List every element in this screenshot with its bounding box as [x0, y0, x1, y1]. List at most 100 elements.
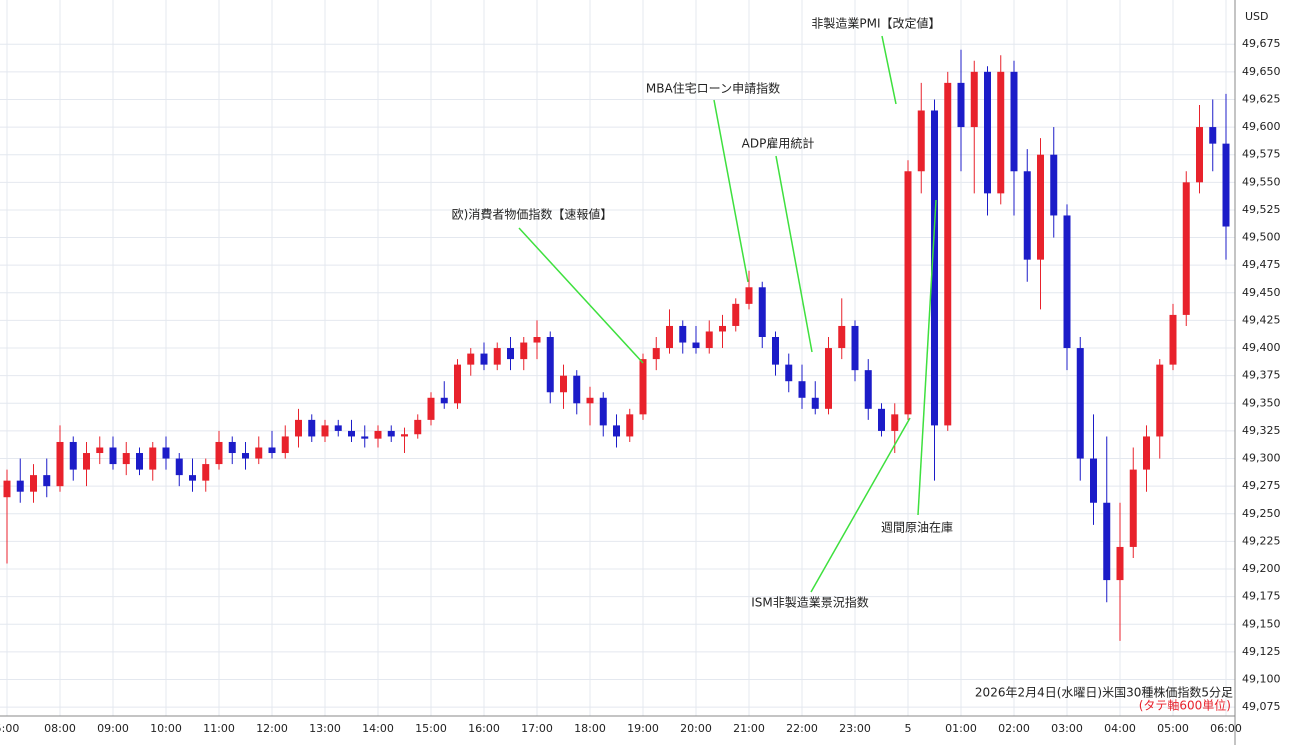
- candle-body: [639, 359, 647, 415]
- candle-body: [944, 82, 952, 426]
- candle-body: [586, 397, 594, 404]
- candle-body: [1209, 127, 1217, 144]
- candle-body: [1182, 182, 1190, 315]
- candle-body: [573, 375, 581, 404]
- candle-body: [96, 447, 104, 454]
- y-tick-label: 49,300: [1242, 452, 1281, 465]
- candle-body: [957, 82, 965, 128]
- annotation-line: [881, 35, 897, 105]
- candle-body: [374, 430, 382, 439]
- candle-body: [1023, 171, 1031, 260]
- candle-body: [1196, 127, 1203, 183]
- y-tick-label: 49,250: [1242, 507, 1281, 520]
- y-tick-label: 49,175: [1242, 590, 1281, 603]
- currency-label: USD: [1245, 10, 1269, 23]
- y-tick-label: 49,375: [1242, 369, 1281, 382]
- candle-body: [228, 441, 236, 454]
- candle-body: [825, 348, 832, 409]
- candle-body: [864, 370, 872, 409]
- y-tick-label: 49,575: [1242, 148, 1281, 161]
- candle-body: [189, 475, 196, 481]
- x-tick-label: 01:00: [945, 722, 977, 735]
- candle-body: [507, 348, 514, 360]
- y-tick-label: 49,625: [1242, 92, 1281, 105]
- candle-body: [334, 425, 342, 431]
- candle-body: [308, 419, 316, 437]
- x-tick-label: 03:00: [1051, 722, 1083, 735]
- candle-body: [175, 458, 183, 476]
- y-tick-label: 49,500: [1242, 231, 1281, 244]
- candle-body: [281, 436, 289, 454]
- candle-body: [904, 171, 912, 415]
- candle-body: [56, 441, 64, 487]
- annotation-line: [917, 199, 937, 516]
- candle-body: [295, 419, 302, 437]
- x-tick-label: 02:00: [998, 722, 1030, 735]
- y-tick-label: 49,475: [1242, 258, 1281, 271]
- candle-body: [361, 436, 369, 439]
- candle-body: [520, 342, 528, 360]
- candle-body: [493, 348, 501, 365]
- candle-body: [480, 353, 488, 365]
- candle-body: [1156, 364, 1164, 437]
- annotation: ADP雇用統計: [742, 136, 815, 151]
- x-tick-label: 05:00: [1157, 722, 1189, 735]
- x-tick-label: 04:00: [1104, 722, 1136, 735]
- candle-body: [533, 337, 541, 343]
- candle-body: [705, 331, 713, 349]
- y-tick-label: 49,075: [1242, 700, 1281, 713]
- x-tick-label: 15:00: [415, 722, 447, 735]
- x-tick-label: 14:00: [362, 722, 394, 735]
- candle-body: [242, 453, 249, 459]
- candle-body: [202, 464, 210, 481]
- y-tick-label: 49,650: [1242, 65, 1281, 78]
- candle-body: [931, 110, 938, 426]
- candle-body: [1129, 469, 1137, 547]
- y-tick-label: 49,525: [1242, 203, 1281, 216]
- candle-body: [149, 447, 157, 470]
- candle-body: [560, 375, 567, 393]
- candle-body: [1116, 546, 1124, 581]
- x-tick-label: 11:00: [203, 722, 235, 735]
- annotation: 非製造業PMI【改定値】: [811, 16, 940, 31]
- candle-body: [30, 475, 37, 492]
- y-tick-label: 49,125: [1242, 645, 1281, 658]
- annotation: MBA住宅ローン申請指数: [646, 81, 780, 96]
- x-tick-label: 10:00: [150, 722, 182, 735]
- y-tick-label: 49,350: [1242, 396, 1281, 409]
- candle-body: [652, 348, 660, 360]
- candle-body: [838, 325, 846, 349]
- candle-body: [268, 447, 276, 454]
- x-tick-label: 19:00: [627, 722, 659, 735]
- candle-body: [758, 287, 766, 338]
- candle-body: [1063, 215, 1071, 349]
- y-tick-label: 49,150: [1242, 617, 1281, 630]
- candle-body: [3, 480, 11, 498]
- candle-body: [215, 441, 223, 465]
- x-tick-label: 09:00: [97, 722, 129, 735]
- candle-body: [745, 287, 753, 304]
- x-tick-label: 23:00: [839, 722, 871, 735]
- candle-body: [401, 434, 408, 437]
- candle-body: [811, 397, 819, 409]
- x-tick-label: 5: [905, 722, 912, 735]
- candle-body: [785, 364, 793, 382]
- candle-body: [1090, 458, 1097, 503]
- candle-body: [692, 342, 700, 349]
- x-tick-label: 18:00: [574, 722, 606, 735]
- candle-body: [1143, 436, 1150, 470]
- x-tick-label: 20:00: [680, 722, 712, 735]
- candle-body: [255, 447, 263, 459]
- caption: 2026年2月4日(水曜日)米国30種株価指数5分足: [975, 685, 1233, 700]
- annotation: ISM非製造業景況指数: [751, 595, 869, 610]
- candle-body: [440, 397, 448, 404]
- y-tick-label: 49,550: [1242, 175, 1281, 188]
- x-tick-label: 21:00: [733, 722, 765, 735]
- candle-body: [679, 325, 687, 343]
- candle-body: [162, 447, 170, 459]
- x-tick-label: 22:00: [786, 722, 818, 735]
- candle-body: [626, 414, 634, 437]
- y-tick-label: 49,275: [1242, 479, 1281, 492]
- y-tick-label: 49,225: [1242, 534, 1281, 547]
- candle-body: [136, 453, 143, 470]
